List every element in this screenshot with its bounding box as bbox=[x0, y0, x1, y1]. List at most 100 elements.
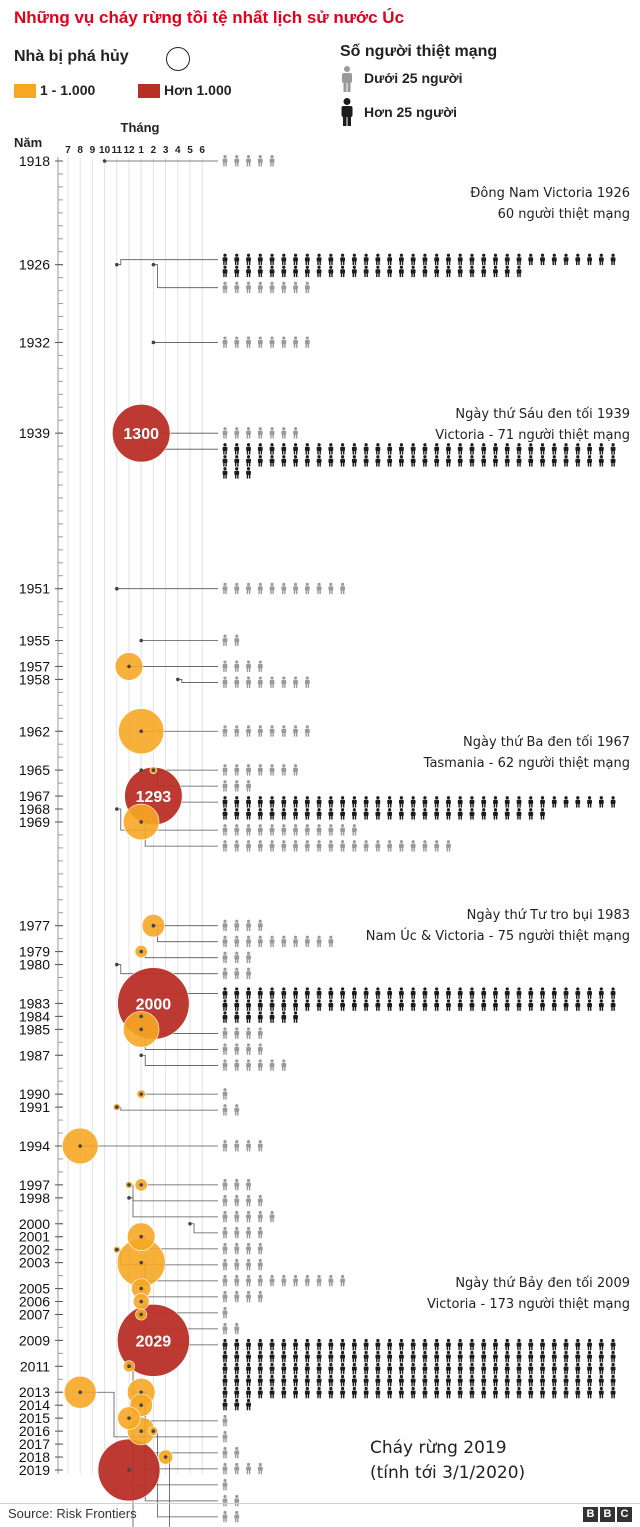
person-head bbox=[399, 1338, 403, 1343]
person-leg bbox=[272, 1346, 274, 1351]
person-leg bbox=[354, 1006, 357, 1011]
person-body bbox=[563, 446, 569, 451]
person-body bbox=[504, 1003, 510, 1008]
person-leg bbox=[470, 450, 472, 455]
person-leg bbox=[587, 1382, 590, 1387]
person-head bbox=[599, 987, 603, 991]
person-leg bbox=[246, 787, 249, 792]
person-leg bbox=[578, 994, 580, 999]
person-head bbox=[529, 1338, 533, 1343]
person-leg bbox=[434, 803, 437, 808]
person-leg bbox=[352, 803, 354, 808]
person-body bbox=[257, 340, 263, 345]
person-body bbox=[234, 430, 240, 435]
person-dark-icon bbox=[504, 253, 510, 266]
person-body bbox=[528, 1354, 534, 1359]
person-body bbox=[234, 458, 240, 463]
person-leg bbox=[576, 450, 578, 455]
person-dark-icon bbox=[598, 999, 604, 1011]
person-head bbox=[235, 1494, 239, 1499]
year-label: 2018 bbox=[19, 1449, 50, 1465]
person-leg bbox=[601, 1382, 604, 1387]
person-dark-icon bbox=[575, 999, 581, 1011]
person-head bbox=[341, 1338, 345, 1343]
person-body bbox=[222, 1482, 228, 1487]
month-tick-label: 4 bbox=[175, 145, 181, 156]
person-dark-icon bbox=[281, 808, 287, 820]
person-body bbox=[328, 1342, 334, 1347]
person-leg bbox=[531, 1370, 533, 1375]
person-grey-icon bbox=[281, 336, 287, 348]
person-dark-icon bbox=[316, 796, 322, 808]
person-leg bbox=[378, 1358, 380, 1363]
person-dark-icon bbox=[516, 987, 522, 999]
person-head bbox=[235, 725, 239, 729]
person-head bbox=[258, 1350, 262, 1355]
person-leg bbox=[540, 260, 543, 266]
person-leg bbox=[319, 1346, 321, 1351]
person-leg bbox=[258, 1018, 260, 1023]
person-leg bbox=[458, 260, 460, 266]
person-leg bbox=[246, 1282, 249, 1287]
person-grey-icon bbox=[257, 1462, 263, 1475]
person-dark-icon bbox=[257, 1011, 263, 1023]
person-body bbox=[293, 767, 298, 772]
person-grey-icon bbox=[257, 1274, 263, 1287]
person-body bbox=[446, 446, 451, 451]
person-leg bbox=[248, 1034, 251, 1039]
person-leg bbox=[481, 1358, 484, 1363]
person-body bbox=[446, 1354, 451, 1359]
person-body bbox=[446, 1342, 451, 1347]
person-leg bbox=[246, 994, 249, 999]
person-dark-icon bbox=[410, 455, 416, 467]
person-leg bbox=[578, 1006, 580, 1011]
person-leg bbox=[295, 1382, 298, 1387]
person-body bbox=[269, 340, 275, 345]
person-body bbox=[257, 1198, 263, 1203]
person-leg bbox=[517, 272, 519, 278]
person-leg bbox=[434, 994, 437, 999]
person-body bbox=[293, 340, 298, 345]
person-dark-icon bbox=[481, 1338, 487, 1351]
month-tick-label: 9 bbox=[90, 145, 96, 156]
person-grey-icon bbox=[222, 582, 228, 595]
person-dark-icon bbox=[481, 1362, 487, 1375]
person-leg bbox=[331, 1006, 333, 1011]
person-leg bbox=[576, 260, 578, 266]
person-head bbox=[246, 1178, 251, 1183]
person-body bbox=[293, 680, 298, 685]
person-head bbox=[282, 725, 286, 729]
person-grey-icon bbox=[351, 840, 357, 852]
person-leg bbox=[246, 1298, 249, 1303]
person-leg bbox=[354, 1346, 357, 1351]
person-leg bbox=[566, 1006, 568, 1011]
person-body bbox=[540, 446, 545, 451]
person-leg bbox=[517, 815, 519, 820]
person-leg bbox=[364, 1006, 366, 1011]
person-dark-icon bbox=[387, 808, 393, 820]
person-body bbox=[528, 257, 534, 262]
person-body bbox=[304, 458, 310, 463]
person-leg bbox=[246, 683, 249, 688]
brand-letter: B bbox=[600, 1507, 615, 1522]
person-body bbox=[340, 1278, 345, 1283]
person-head bbox=[258, 1210, 262, 1215]
person-dark-icon bbox=[363, 443, 369, 455]
person-leg bbox=[258, 589, 260, 595]
month-tick-label: 8 bbox=[77, 145, 83, 156]
person-leg bbox=[234, 162, 237, 167]
person-leg bbox=[434, 462, 437, 467]
person-body bbox=[493, 1003, 498, 1008]
person-leg bbox=[317, 815, 319, 820]
person-body bbox=[316, 446, 322, 451]
person-leg bbox=[411, 847, 413, 852]
person-head bbox=[235, 336, 239, 340]
person-head bbox=[223, 796, 227, 800]
person-dark-icon bbox=[387, 253, 393, 266]
person-leg bbox=[329, 1382, 331, 1387]
person-leg bbox=[493, 1006, 496, 1011]
person-leg bbox=[519, 450, 521, 455]
person-leg bbox=[434, 847, 437, 852]
person-dark-icon bbox=[493, 1374, 498, 1387]
person-leg bbox=[295, 1358, 298, 1363]
